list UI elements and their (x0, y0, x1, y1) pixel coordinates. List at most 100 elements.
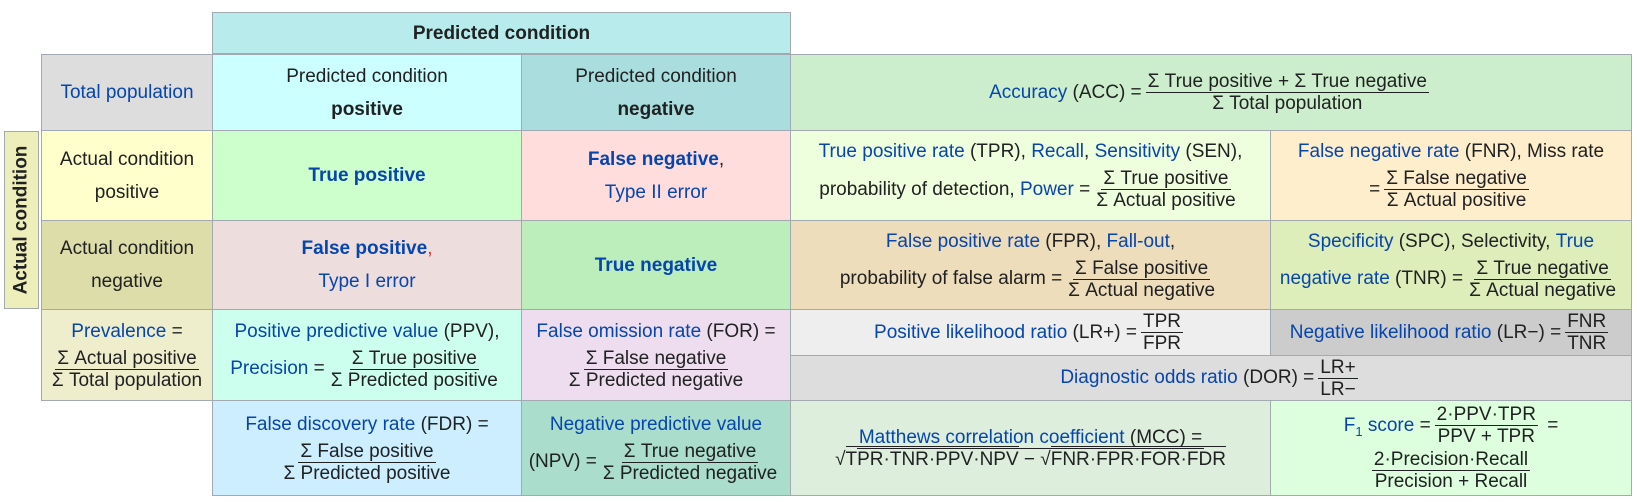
f1-f: F (1343, 414, 1356, 436)
recall-link[interactable]: Recall (1031, 141, 1085, 162)
fpr-abbr: (FPR), (1040, 230, 1107, 252)
type-ii-error-link[interactable]: Type II error (604, 181, 708, 203)
for-abbr: (FOR) = (701, 320, 776, 342)
lr-plus-cell: Positive likelihood ratio (LR+) = TPR FP… (790, 309, 1271, 356)
npv-numerator: Σ True negative (621, 440, 759, 463)
ppv-numerator: Σ True positive (349, 347, 479, 370)
sensitivity-abbr: (SEN), (1180, 141, 1243, 162)
type-i-error-link[interactable]: Type I error (318, 271, 416, 292)
for-link[interactable]: False omission rate (536, 320, 702, 342)
tpr-fraction: Σ True positive Σ Actual positive (1094, 169, 1238, 210)
for-cell: False omission rate (FOR) = Σ False nega… (521, 309, 791, 401)
fpr-link[interactable]: False positive rate (885, 230, 1041, 252)
fdr-denominator: Σ Predicted positive (283, 462, 451, 484)
tnr-denominator: Σ Actual negative (1469, 279, 1617, 301)
mcc-fraction: Matthews correlation coefficient (MCC) =… (833, 426, 1228, 470)
actual-negative-line1: Actual condition (59, 238, 195, 259)
specificity-link[interactable]: Specificity (1307, 230, 1394, 252)
npv-link[interactable]: Negative predictive value (549, 413, 763, 435)
total-population-link[interactable]: Total population (60, 82, 194, 103)
true-link[interactable]: True (1555, 230, 1595, 252)
f1-numerator-1: 2·PPV·TPR (1434, 404, 1538, 426)
lr-plus-abbr: (LR+) = (1067, 321, 1137, 343)
sqrt1-symbol: √ (835, 448, 846, 470)
mcc-sqrt1: TPR·TNR·PPV·NPV (845, 445, 1019, 470)
true-negative-link[interactable]: True negative (594, 254, 718, 276)
prevalence-numerator: Σ Actual positive (55, 347, 199, 370)
true-positive-cell: True positive (212, 130, 522, 221)
accuracy-fraction: Σ True positive + Σ True negative Σ Tota… (1145, 72, 1429, 114)
mcc-cell: Matthews correlation coefficient (MCC) =… (790, 400, 1271, 496)
predicted-positive-line2: positive (331, 98, 403, 120)
fdr-link[interactable]: False discovery rate (245, 413, 416, 435)
dor-denominator: LR− (1320, 378, 1356, 400)
actual-negative-cell: Actual condition negative (41, 220, 213, 310)
tnr-fraction: Σ True negative Σ Actual negative (1467, 259, 1618, 300)
prevalence-cell: Prevalence = Σ Actual positive Σ Total p… (41, 309, 213, 401)
f1-score-link[interactable]: F1 score (1343, 414, 1415, 439)
tnr-numerator: Σ True negative (1474, 257, 1611, 280)
precision-link[interactable]: Precision (230, 358, 309, 379)
f1-numerator-2: 2·Precision·Recall (1371, 449, 1531, 471)
ppv-abbr: (PPV), (438, 320, 500, 342)
fdr-cell: False discovery rate (FDR) = Σ False pos… (212, 400, 522, 496)
dor-abbr: (DOR) = (1237, 367, 1315, 388)
accuracy-denominator: Σ Total population (1212, 93, 1363, 114)
actual-positive-cell: Actual condition positive (41, 130, 213, 221)
total-population-cell: Total population (41, 54, 213, 131)
lr-minus-fraction: FNR TNR (1565, 312, 1609, 353)
predicted-positive-cell: Predicted condition positive (212, 54, 522, 131)
power-link[interactable]: Power (1019, 178, 1074, 200)
fnr-eq: = (1369, 178, 1381, 200)
dor-fraction: LR+ LR− (1318, 358, 1358, 400)
actual-condition-header: Actual condition (4, 131, 39, 309)
lr-minus-link[interactable]: Negative likelihood ratio (1289, 321, 1492, 343)
fall-out-link[interactable]: Fall-out (1106, 230, 1170, 252)
mcc-link[interactable]: Matthews correlation coefficient (858, 426, 1125, 448)
mcc-numerator: Matthews correlation coefficient (MCC) = (856, 426, 1205, 449)
prevalence-eq: = (166, 320, 183, 342)
accuracy-link[interactable]: Accuracy (989, 81, 1068, 103)
npv-cell: Negative predictive value (NPV) = Σ True… (521, 400, 791, 496)
predicted-condition-header: Predicted condition (212, 12, 791, 54)
probability-of-false-alarm: probability of false alarm = (839, 268, 1063, 289)
f1-fraction-1: 2·PPV·TPR PPV + TPR (1434, 404, 1538, 446)
fnr-link[interactable]: False negative rate (1297, 141, 1460, 162)
actual-condition-label: Actual condition (10, 145, 32, 295)
fnr-abbr: (FNR), Miss rate (1459, 141, 1605, 162)
actual-negative-line2: negative (91, 271, 163, 292)
tpr-cell: True positive rate (TPR), Recall, Sensit… (790, 130, 1271, 221)
lr-plus-link[interactable]: Positive likelihood ratio (874, 321, 1068, 343)
f1-denominator-2: Precision + Recall (1374, 471, 1528, 492)
prevalence-denominator: Σ Total population (51, 369, 203, 391)
tpr-eq: = (1073, 178, 1091, 200)
false-negative-link[interactable]: False negative (587, 148, 719, 170)
lr-minus-cell: Negative likelihood ratio (LR−) = FNR TN… (1270, 309, 1632, 356)
false-positive-cell: False positive, Type I error (212, 220, 522, 310)
specificity-abbr: (SPC), Selectivity, (1393, 230, 1556, 252)
false-positive-link[interactable]: False positive (301, 238, 428, 259)
fpr-numerator: Σ False positive (1073, 257, 1211, 280)
f1-fraction-2: 2·Precision·Recall Precision + Recall (1371, 449, 1531, 492)
f1-eq: = (1414, 414, 1431, 436)
tpr-abbr: (TPR), (964, 141, 1032, 162)
sensitivity-link[interactable]: Sensitivity (1094, 141, 1181, 162)
dor-link[interactable]: Diagnostic odds ratio (1060, 367, 1238, 388)
negative-rate-link[interactable]: negative rate (1279, 268, 1390, 289)
ppv-link[interactable]: Positive predictive value (234, 320, 439, 342)
mcc-minus: − (1018, 448, 1041, 470)
ppv-cell: Positive predictive value (PPV), Precisi… (212, 309, 522, 401)
prevalence-link[interactable]: Prevalence (71, 320, 167, 342)
true-positive-link[interactable]: True positive (308, 165, 426, 186)
accuracy-abbr: (ACC) = (1067, 81, 1142, 103)
sqrt2-symbol: √ (1040, 448, 1051, 470)
actual-positive-line2: positive (94, 181, 160, 203)
npv-denominator: Σ Predicted negative (602, 462, 778, 484)
f1-sub: 1 (1355, 423, 1363, 439)
tpr-denominator: Σ Actual positive (1096, 190, 1236, 211)
tpr-link[interactable]: True positive rate (818, 141, 965, 162)
predicted-condition-label: Predicted condition (412, 22, 591, 44)
fpr-fraction: Σ False positive Σ Actual negative (1066, 259, 1217, 300)
dor-cell: Diagnostic odds ratio (DOR) = LR+ LR− (790, 355, 1632, 401)
lr-minus-abbr: (LR−) = (1491, 321, 1562, 343)
